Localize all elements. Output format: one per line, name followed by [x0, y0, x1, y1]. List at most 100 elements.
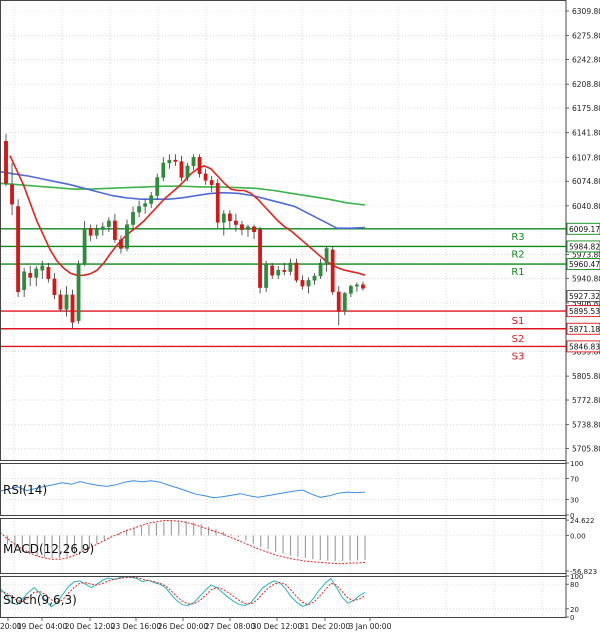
rsi-tick-label: 30 — [570, 496, 579, 504]
rsi-line — [0, 480, 366, 499]
candle-body — [312, 275, 317, 281]
candle-body — [336, 291, 341, 312]
candle-body — [106, 220, 111, 227]
candle-body — [330, 249, 335, 293]
candle-body — [246, 226, 250, 230]
y-tick-label: 5940.80 — [572, 274, 600, 283]
panel-frame-rsi — [0, 463, 567, 516]
x-tick-label: 20 Dec 12:00 — [65, 622, 116, 631]
indicators: RSI(14) MACD(12,26,9) Stoch(9,6,3) — [0, 480, 366, 608]
macd-tick-label: -56.823 — [570, 568, 597, 576]
candle-body — [64, 294, 69, 310]
candle-body — [197, 156, 202, 175]
frame — [0, 0, 567, 618]
y-tick-label: 6208.80 — [572, 80, 600, 89]
y-tick-label: 6141.80 — [572, 129, 600, 138]
candle-body — [191, 156, 196, 167]
candle-body — [131, 212, 135, 225]
rsi-tick-label: 70 — [570, 476, 579, 484]
y-tick-label: 5973.80 — [572, 250, 600, 259]
candle-body — [16, 206, 20, 293]
candle-body — [88, 227, 93, 236]
stoch-label: Stoch(9,6,3) — [3, 593, 77, 607]
candle-body — [215, 183, 220, 223]
candle-body — [233, 220, 238, 225]
candle-body — [28, 272, 33, 278]
stoch-tick-label: 20 — [570, 606, 579, 614]
y-tick-label: 5705.80 — [572, 445, 600, 454]
rsi-tick-label: 0 — [570, 512, 574, 520]
candle-body — [40, 265, 45, 271]
candle-body — [58, 294, 63, 310]
candle-body — [137, 206, 141, 213]
candle-body — [209, 180, 214, 185]
price-box-s2-box — [566, 322, 600, 335]
price-box-s1-text: 5895.53 — [569, 307, 600, 316]
rsi-label: RSI(14) — [3, 483, 47, 497]
y-tick-label: 6074.80 — [572, 177, 600, 186]
candles — [4, 134, 365, 329]
candle-body — [167, 159, 172, 164]
x-tick-label: 23 Dec 16:00 — [111, 622, 162, 631]
candle-body — [46, 267, 51, 280]
candle-body — [10, 184, 14, 205]
x-tick-label: 30 Dec 12:00 — [252, 622, 303, 631]
candle-body — [119, 239, 123, 249]
x-tick-label: 19 Dec 04:00 — [17, 622, 68, 631]
price-box-r3-text: 6009.17 — [569, 225, 600, 234]
level-label-r3: R3 — [511, 232, 524, 243]
candle-body — [294, 262, 299, 281]
level-label-s1: S1 — [512, 316, 525, 327]
price-box-current-box — [566, 290, 600, 302]
stoch-tick-label: 0 — [570, 614, 574, 622]
price-box-r2-text: 5984.82 — [569, 242, 600, 251]
candle-body — [161, 162, 166, 178]
x-tick-label: 3 Jan 00:00 — [349, 622, 392, 631]
level-label-s2: S2 — [512, 334, 525, 345]
y-tick-label: 5738.80 — [572, 421, 600, 430]
stoch-k-line — [0, 576, 366, 608]
y-tick-label: 5805.80 — [572, 372, 600, 381]
candle-body — [342, 293, 347, 312]
level-label-r2: R2 — [511, 249, 524, 260]
candle-body — [227, 213, 232, 222]
stoch-tick-label: 100 — [570, 573, 583, 581]
candle-body — [258, 229, 262, 288]
rsi-tick-label: 100 — [570, 460, 583, 468]
candle-body — [276, 270, 281, 276]
candle-body — [143, 203, 148, 207]
x-tick-label: 26 Dec 00:00 — [158, 622, 209, 631]
candle-body — [252, 226, 256, 233]
candle-body — [155, 177, 160, 196]
price-box-r1-box — [566, 258, 600, 271]
level-label-s3: S3 — [512, 351, 525, 362]
y-tick-label: 6040.80 — [572, 202, 600, 211]
y-tick-label: 6309.80 — [572, 7, 600, 16]
candle-body — [355, 284, 359, 287]
candle-body — [112, 220, 117, 240]
stoch-d-line — [0, 576, 366, 606]
axes: 6309.80 6275.80 6242.80 6208.80 6175.80 6141.… — [0, 7, 600, 631]
levels-layer: R3 R2 R1 S1 S2 S3 — [0, 228, 566, 362]
stoch-tick-label: 80 — [570, 581, 579, 589]
candle-body — [94, 229, 99, 236]
candle-body — [270, 265, 275, 276]
grid-layer — [0, 0, 566, 618]
candle-body — [324, 248, 329, 264]
x-tick-label: 31 Dec 20:00 — [300, 622, 351, 631]
candle-body — [173, 159, 178, 162]
candle-body — [282, 270, 287, 272]
candle-body — [300, 280, 305, 287]
candle-body — [125, 224, 129, 249]
y-tick-label: 5906.80 — [572, 299, 600, 308]
candle-body — [179, 161, 184, 178]
price-box-r3-box — [566, 222, 600, 235]
price-box-s2-text: 5871.18 — [569, 325, 600, 334]
x-tick-label: 20:00 — [0, 622, 22, 631]
price-box-current-text: 5927.32 — [569, 292, 600, 301]
price-box-s3-text: 5846.83 — [569, 342, 600, 351]
candle-body — [149, 195, 154, 204]
candle-body — [185, 165, 190, 178]
price-box-s3-box — [566, 340, 600, 353]
